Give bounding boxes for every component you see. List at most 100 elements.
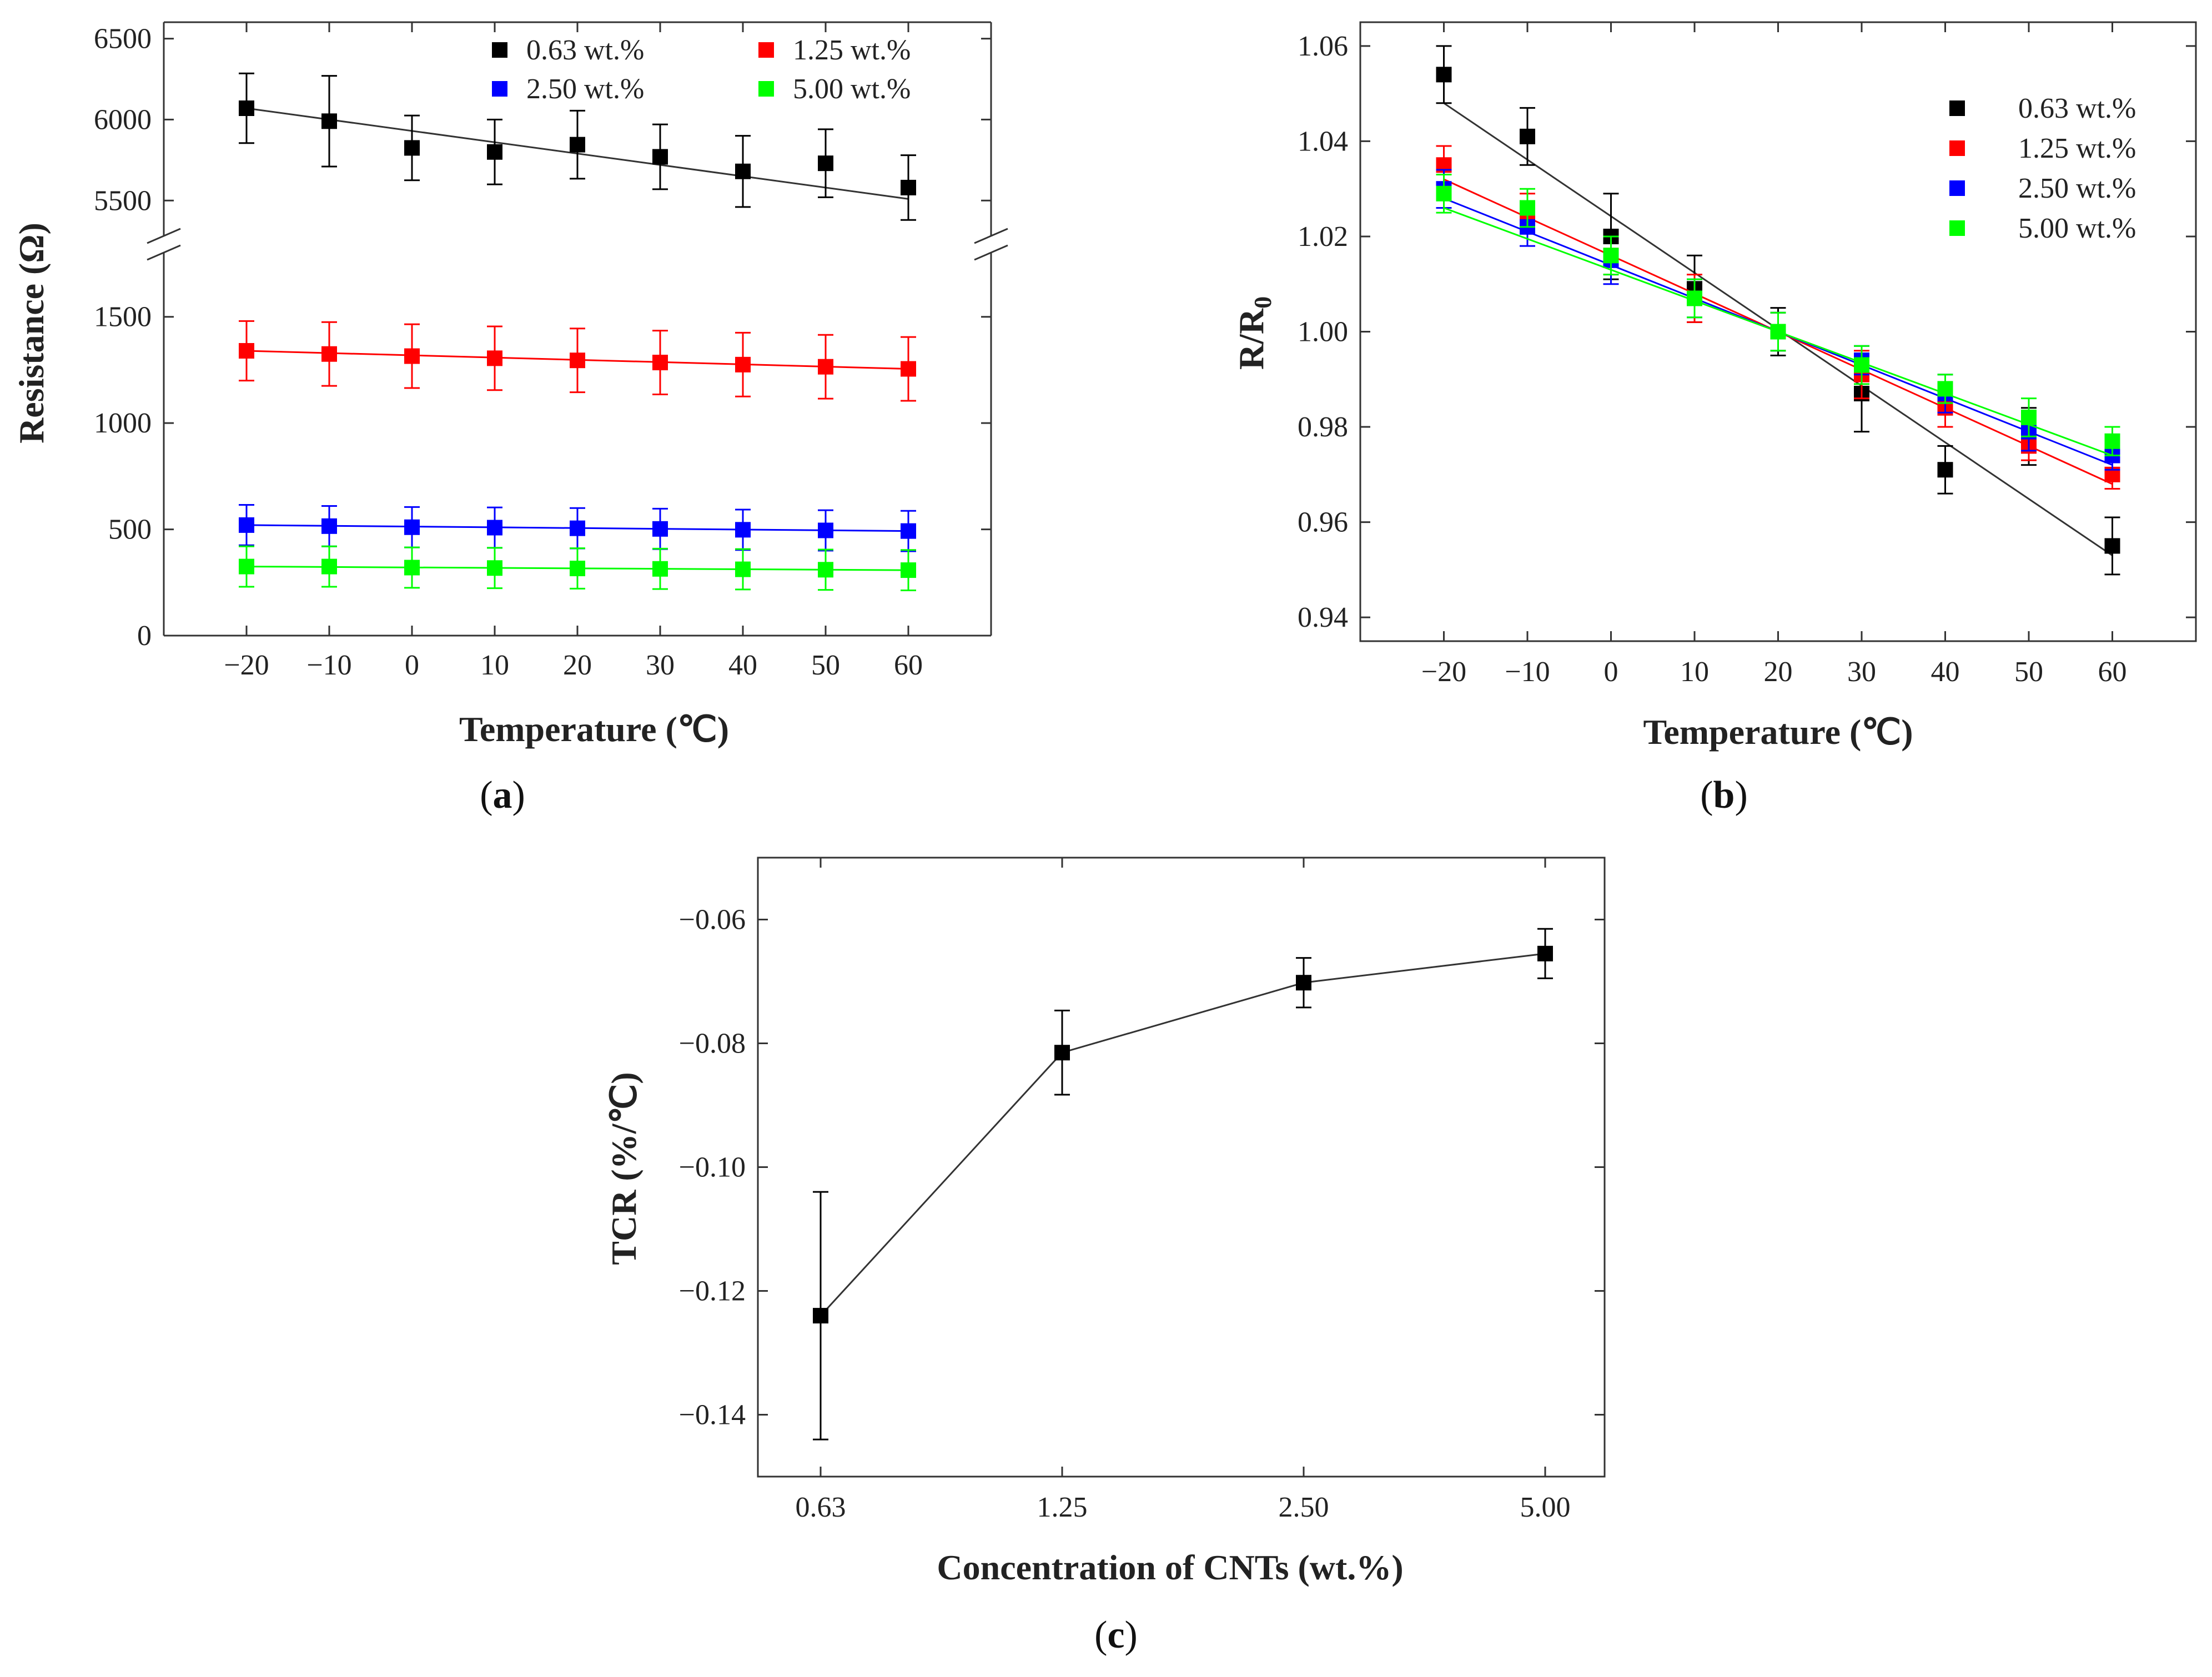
data-point-2-50-wt-3: [487, 520, 502, 536]
y-tick-label-1500: 1500: [94, 301, 152, 333]
y-axis-label: Resistance (Ω): [12, 223, 51, 444]
data-point-5-00-wt-1: [321, 558, 337, 575]
x-axis-label: Temperature (℃): [1643, 712, 1913, 752]
caption-a: (a): [480, 774, 525, 817]
data-point-1-25-wt-1: [321, 346, 337, 362]
caption-b-letter: b: [1713, 774, 1735, 817]
data-point-2-50-wt-0: [239, 517, 254, 533]
legend-label-5-00-wt: 5.00 wt.%: [2018, 213, 2136, 244]
x-tick-label-10: 10: [480, 649, 509, 681]
x-tick-label-50: 50: [2014, 656, 2043, 688]
y-tick-label-0-10: −0.10: [679, 1152, 746, 1184]
caption-c: (c): [1094, 1614, 1138, 1656]
data-point-5-00-wt-7: [2021, 409, 2037, 425]
y-tick-label-0-98: 0.98: [1298, 411, 1348, 443]
data-point-5-00-wt-5: [652, 561, 668, 577]
x-tick-label-10: −10: [1505, 656, 1550, 688]
x-tick-label-40: 40: [1931, 656, 1960, 688]
data-point-2-50-wt-5: [652, 521, 668, 537]
y-tick-label-1-02: 1.02: [1298, 221, 1348, 253]
data-point-tcr-0: [813, 1308, 828, 1324]
y-tick-label-0: 0: [137, 620, 152, 652]
data-point-0-63-wt-6: [735, 163, 751, 179]
axis-break-mark-1-a: [974, 228, 1008, 244]
data-point-5-00-wt-4: [1770, 324, 1786, 340]
data-point-5-00-wt-2: [1603, 248, 1619, 264]
data-point-1-25-wt-5: [652, 355, 668, 371]
data-point-5-00-wt-5: [1854, 357, 1869, 373]
y-axis-label-main: R/R: [1231, 308, 1271, 370]
y-axis-label: TCR (%/℃): [604, 1072, 644, 1265]
y-tick-label-0-94: 0.94: [1298, 602, 1348, 633]
x-tick-label-20: −20: [224, 649, 269, 681]
caption-c-letter: c: [1107, 1614, 1124, 1656]
legend-label-0-63-wt: 0.63 wt.%: [2018, 93, 2136, 124]
legend-label-0-63-wt: 0.63 wt.%: [526, 34, 644, 66]
legend-marker-1-25-wt: [1949, 140, 1965, 156]
legend-label-2-50-wt: 2.50 wt.%: [2018, 173, 2136, 204]
y-tick-label-1-04: 1.04: [1298, 125, 1348, 157]
y-tick-label-0-08: −0.08: [679, 1028, 746, 1060]
legend-label-1-25-wt: 1.25 wt.%: [793, 34, 911, 66]
data-point-0-63-wt-1: [321, 113, 337, 129]
panel-a: 5500 6000 6500 0 500 1000 1500 −20 −10 0 10 20 30 40 5…: [12, 21, 1008, 749]
data-point-5-00-wt-7: [818, 562, 833, 578]
series-line-tcr: [820, 953, 1546, 1317]
data-point-1-25-wt-6: [735, 356, 751, 372]
x-tick-label-20: 20: [1764, 656, 1793, 688]
data-point-5-00-wt-1: [1520, 200, 1535, 216]
legend-marker-5-00-wt: [758, 81, 774, 97]
data-point-tcr-1: [1054, 1045, 1070, 1061]
x-tick-label-5-00: 5.00: [1520, 1492, 1571, 1523]
legend-label-2-50-wt: 2.50 wt.%: [526, 73, 644, 105]
y-tick-label-6000: 6000: [94, 104, 152, 135]
data-point-5-00-wt-8: [2104, 433, 2120, 449]
data-point-5-00-wt-6: [1937, 381, 1953, 397]
y-axis-label: R/R0: [1231, 296, 1276, 370]
x-tick-label-10: 10: [1680, 656, 1709, 688]
x-axis-label: Temperature (℃): [459, 709, 729, 749]
data-point-2-50-wt-2: [404, 519, 420, 535]
axis-break-mark-0-b: [147, 244, 181, 261]
data-point-5-00-wt-8: [901, 562, 916, 578]
data-point-5-00-wt-0: [1436, 185, 1452, 202]
panel-c: −0.06 −0.08 −0.10 −0.12 −0.14 0.63 1.25 2.50 5.0…: [604, 857, 1606, 1587]
data-point-tcr-3: [1537, 945, 1553, 961]
axis-break-mark-1-b: [974, 244, 1008, 261]
y-tick-label-6500: 6500: [94, 23, 152, 55]
caption-b: (b): [1700, 774, 1748, 817]
data-point-2-50-wt-6: [735, 522, 751, 538]
x-tick-label-60: 60: [2098, 656, 2127, 688]
data-point-2-50-wt-4: [570, 520, 585, 536]
x-tick-label-2-50: 2.50: [1279, 1492, 1329, 1523]
x-tick-label-0: 0: [1604, 656, 1618, 688]
plot-frame: [757, 857, 1606, 1478]
data-point-5-00-wt-0: [239, 558, 254, 575]
data-point-2-50-wt-7: [818, 522, 833, 538]
x-tick-label-40: 40: [728, 649, 757, 681]
legend-label-1-25-wt: 1.25 wt.%: [2018, 133, 2136, 164]
data-point-5-00-wt-3: [1687, 290, 1702, 306]
series-2-50-wt: [239, 504, 916, 552]
data-point-0-63-wt-4: [570, 137, 585, 153]
x-tick-label-1-25: 1.25: [1037, 1492, 1088, 1523]
panel-b: 0.94 0.96 0.98 1.00 1.02 1.04 1.06 −20 −10 0 10 20 3…: [1231, 21, 2197, 752]
legend-marker-0-63-wt: [492, 42, 507, 58]
data-point-0-63-wt-3: [487, 144, 502, 160]
data-point-5-00-wt-2: [404, 560, 420, 576]
legend-marker-1-25-wt: [758, 42, 774, 58]
y-tick-label-0-12: −0.12: [679, 1276, 746, 1307]
y-tick-label-1-06: 1.06: [1298, 31, 1348, 62]
y-tick-label-0-96: 0.96: [1298, 507, 1348, 538]
data-point-0-63-wt-6: [1937, 462, 1953, 478]
series-tcr: [813, 928, 1553, 1441]
series-0-63-wt: [239, 72, 916, 221]
x-tick-label-20: −20: [1421, 656, 1466, 688]
data-point-2-50-wt-1: [321, 518, 337, 534]
y-tick-label-1-00: 1.00: [1298, 316, 1348, 348]
x-tick-label-0-63: 0.63: [796, 1492, 846, 1523]
series-1-25-wt: [239, 320, 916, 402]
data-point-5-00-wt-6: [735, 561, 751, 577]
data-point-0-63-wt-5: [652, 149, 668, 165]
